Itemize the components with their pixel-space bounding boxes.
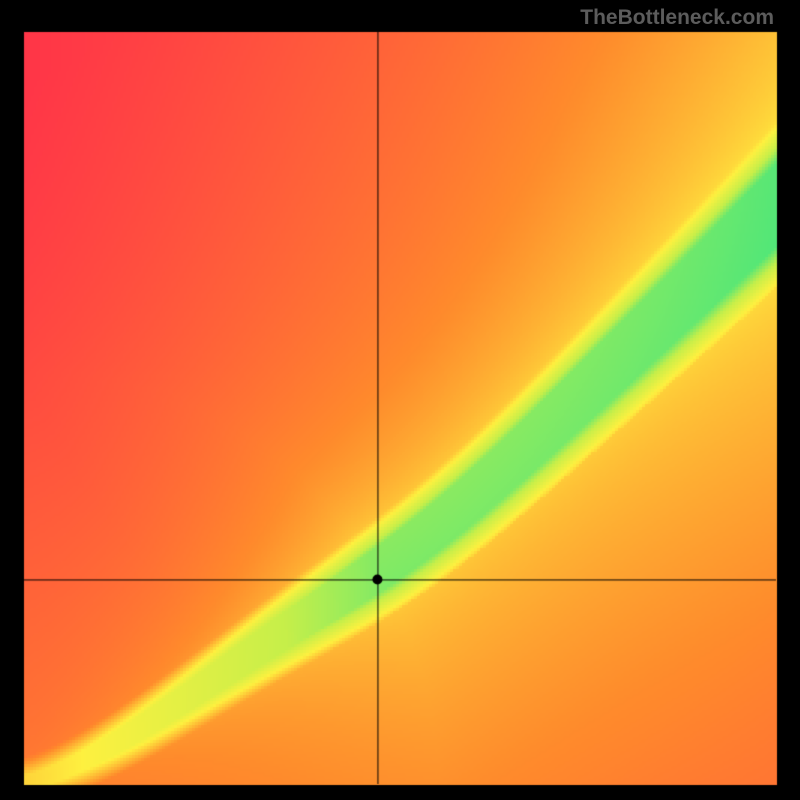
watermark-text: TheBottleneck.com (580, 6, 774, 30)
bottleneck-heatmap-canvas (0, 0, 800, 800)
